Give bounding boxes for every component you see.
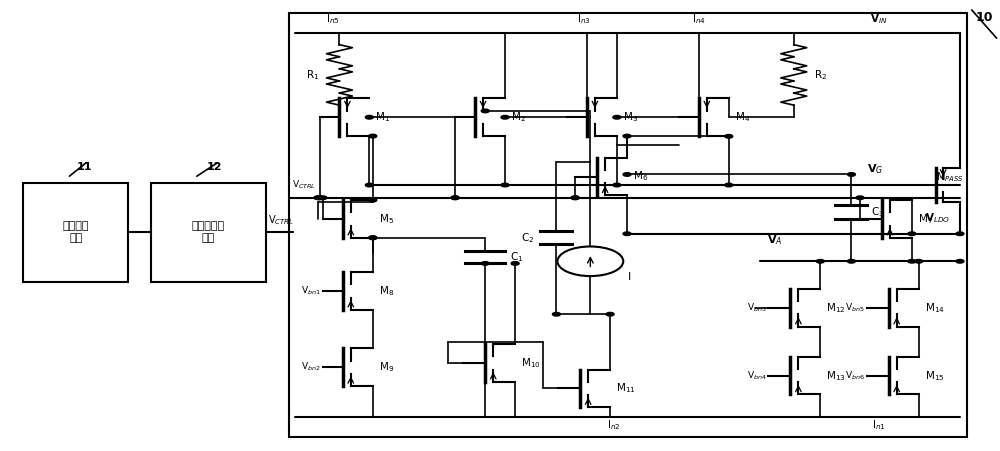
- Text: M$_2$: M$_2$: [511, 110, 526, 124]
- Circle shape: [623, 134, 631, 138]
- Circle shape: [606, 313, 614, 316]
- Circle shape: [816, 259, 824, 263]
- Text: M$_{12}$: M$_{12}$: [826, 301, 846, 315]
- Text: C$_1$: C$_1$: [510, 250, 524, 264]
- Text: I$_{n5}$: I$_{n5}$: [326, 13, 340, 27]
- Circle shape: [915, 259, 923, 263]
- Text: I$_{n3}$: I$_{n3}$: [577, 13, 590, 27]
- Bar: [151, 183, 266, 281]
- Text: M$_4$: M$_4$: [735, 110, 750, 124]
- Text: 12: 12: [206, 162, 222, 172]
- Text: 10: 10: [976, 11, 993, 24]
- Text: V$_{CTRL}$: V$_{CTRL}$: [268, 213, 294, 226]
- Text: C$_3$: C$_3$: [871, 205, 885, 219]
- Bar: [23, 183, 128, 281]
- Circle shape: [847, 259, 855, 263]
- Circle shape: [956, 232, 964, 235]
- Circle shape: [316, 196, 323, 199]
- Circle shape: [369, 236, 377, 239]
- Text: R$_2$: R$_2$: [814, 68, 827, 82]
- Text: V$_A$: V$_A$: [767, 233, 783, 247]
- Circle shape: [369, 134, 377, 138]
- Text: M$_8$: M$_8$: [379, 284, 394, 298]
- Text: M$_6$: M$_6$: [633, 170, 648, 184]
- Text: I$_{n2}$: I$_{n2}$: [607, 418, 621, 432]
- Text: V$_{bn2}$: V$_{bn2}$: [301, 361, 321, 373]
- Text: 11: 11: [76, 162, 92, 172]
- Text: V$_{bn1}$: V$_{bn1}$: [301, 285, 321, 297]
- Text: V$_{IN}$: V$_{IN}$: [870, 13, 887, 27]
- Circle shape: [369, 236, 377, 239]
- Circle shape: [847, 173, 855, 176]
- Text: R$_1$: R$_1$: [306, 68, 320, 82]
- Text: V$_{bn3}$: V$_{bn3}$: [747, 302, 766, 314]
- Circle shape: [319, 196, 327, 199]
- Text: M$_{15}$: M$_{15}$: [925, 369, 944, 382]
- Circle shape: [365, 183, 373, 187]
- Circle shape: [501, 183, 509, 187]
- Circle shape: [856, 196, 864, 199]
- Circle shape: [316, 196, 323, 199]
- Circle shape: [571, 196, 579, 199]
- Text: M$_{PASS}$: M$_{PASS}$: [936, 170, 963, 184]
- Text: V$_{bn4}$: V$_{bn4}$: [747, 369, 766, 382]
- Text: M$_7$: M$_7$: [918, 212, 933, 226]
- Circle shape: [571, 196, 579, 199]
- Text: M$_3$: M$_3$: [623, 110, 638, 124]
- Bar: [289, 14, 967, 437]
- Text: M$_{11}$: M$_{11}$: [616, 382, 636, 395]
- Circle shape: [552, 313, 560, 316]
- Circle shape: [481, 109, 489, 113]
- Circle shape: [725, 183, 733, 187]
- Circle shape: [481, 262, 489, 265]
- Text: M$_{10}$: M$_{10}$: [521, 356, 541, 370]
- Text: C$_2$: C$_2$: [521, 231, 535, 244]
- Text: I: I: [628, 272, 631, 282]
- Circle shape: [725, 134, 733, 138]
- Text: M$_9$: M$_9$: [379, 360, 394, 374]
- Text: 控制电压产
生器: 控制电压产 生器: [192, 221, 225, 243]
- Circle shape: [956, 259, 964, 263]
- Circle shape: [511, 262, 519, 265]
- Text: V$_{bn6}$: V$_{bn6}$: [845, 369, 865, 382]
- Circle shape: [451, 196, 459, 199]
- Circle shape: [314, 196, 322, 199]
- Circle shape: [365, 115, 373, 119]
- Circle shape: [451, 196, 459, 199]
- Circle shape: [613, 183, 621, 187]
- Text: M$_5$: M$_5$: [379, 212, 394, 226]
- Circle shape: [908, 259, 916, 263]
- Circle shape: [623, 232, 631, 235]
- Circle shape: [613, 115, 621, 119]
- Text: V$_{LDO}$: V$_{LDO}$: [925, 211, 950, 225]
- Text: I$_{n1}$: I$_{n1}$: [872, 418, 885, 432]
- Text: M$_1$: M$_1$: [375, 110, 390, 124]
- Circle shape: [369, 198, 377, 202]
- Text: V$_{bn5}$: V$_{bn5}$: [845, 302, 865, 314]
- Text: M$_{13}$: M$_{13}$: [826, 369, 846, 382]
- Text: I$_{n4}$: I$_{n4}$: [692, 13, 706, 27]
- Text: V$_{CTRL}$: V$_{CTRL}$: [292, 179, 316, 191]
- Circle shape: [908, 232, 916, 235]
- Circle shape: [623, 173, 631, 176]
- Circle shape: [501, 115, 509, 119]
- Text: 带隙基准
电路: 带隙基准 电路: [62, 221, 89, 243]
- Text: M$_{14}$: M$_{14}$: [925, 301, 944, 315]
- Text: V$_G$: V$_G$: [867, 162, 883, 176]
